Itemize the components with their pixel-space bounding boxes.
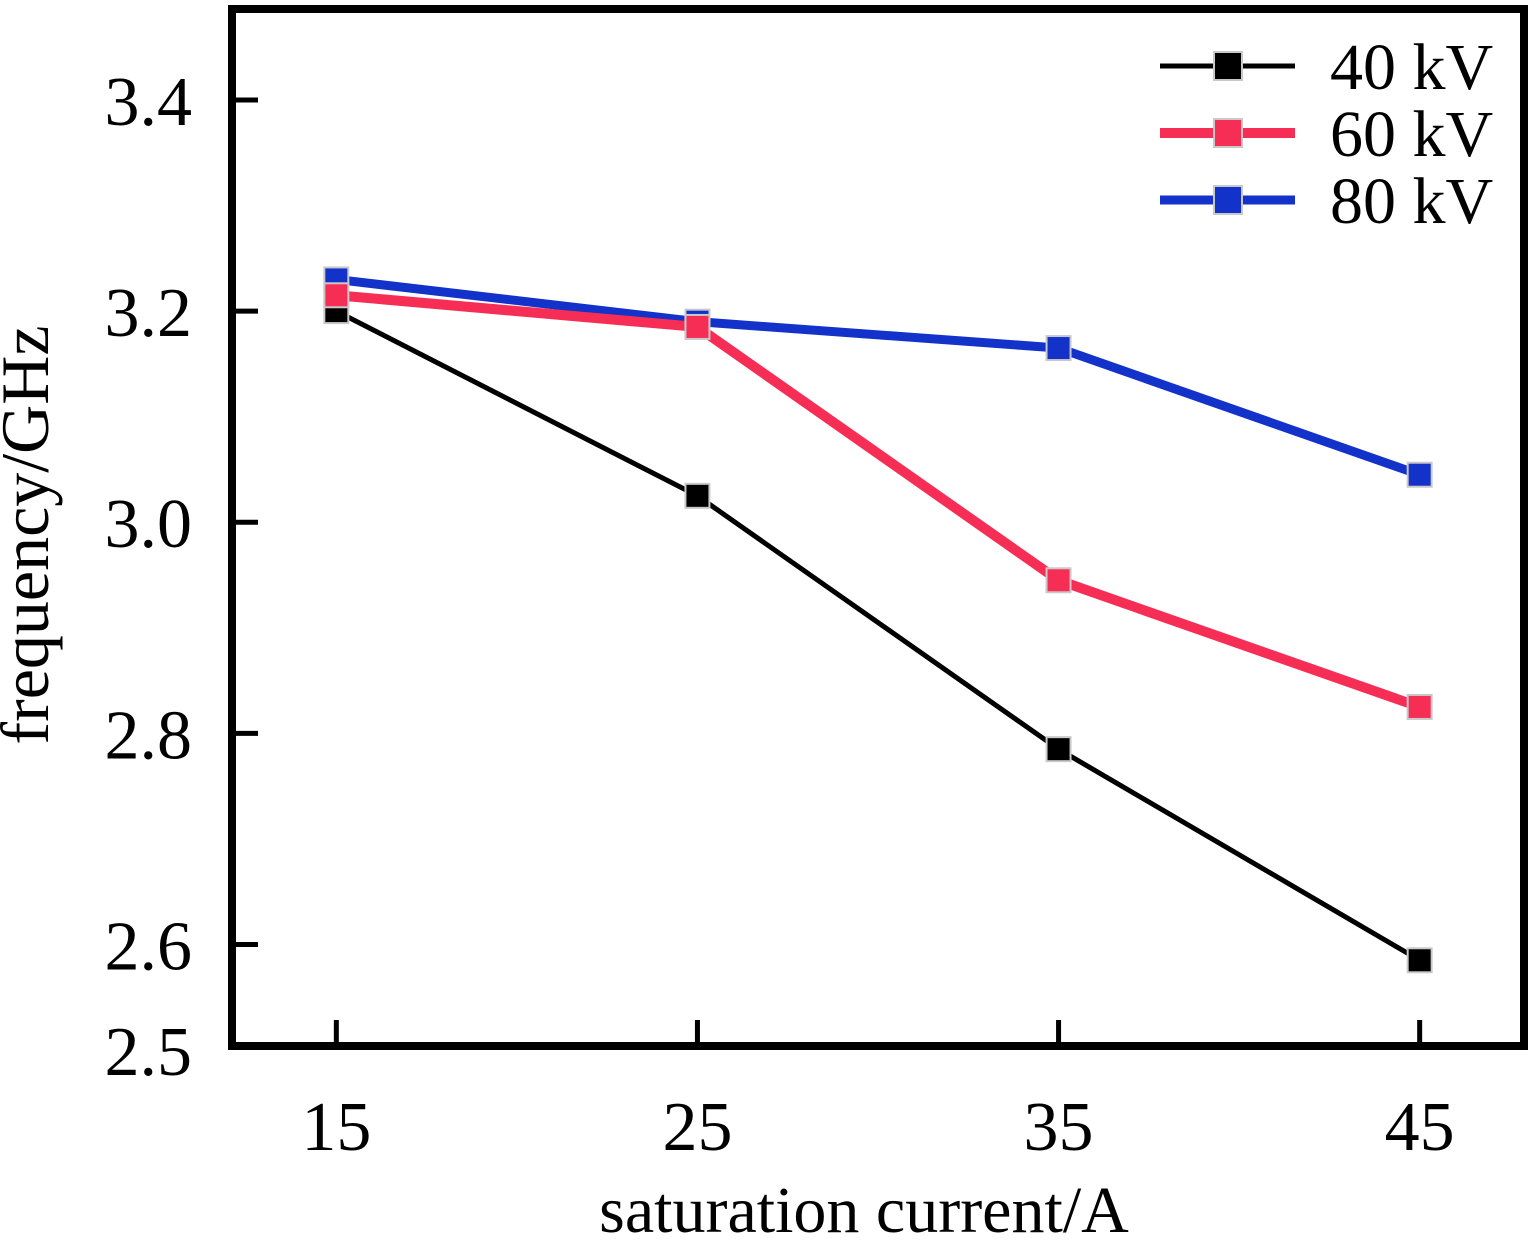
y-tick-label: 2.6 [105,908,193,985]
legend-item-80-kv: 80 kV [1160,165,1493,238]
plot-frame [228,5,1528,1050]
y-axis: 2.5 2.6 2.8 3.0 3.2 3.4 [105,64,258,1091]
series-line-60-kv [335,290,1422,712]
series-line-80-kv [335,274,1422,479]
y-axis-title: frequency/GHz [0,325,63,744]
legend-item-40-kv: 40 kV [1160,31,1493,104]
marker-40-kv [1406,947,1433,974]
x-axis: 15 25 35 45 [301,1020,1455,1166]
x-tick-label: 35 [1024,1089,1094,1166]
legend-item-60-kv: 60 kV [1160,98,1493,171]
marker-80-kv [1045,335,1072,362]
marker-60-kv [1406,693,1433,720]
y-tick-label: 2.5 [105,1014,193,1091]
x-tick-label: 45 [1385,1089,1455,1166]
legend-label: 60 kV [1330,98,1493,171]
y-tick-label: 3.0 [105,486,193,563]
legend-marker [1213,185,1243,215]
marker-60-kv [323,282,350,309]
marker-60-kv [1045,567,1072,594]
x-tick-label: 15 [301,1089,371,1166]
y-tick-label: 3.2 [105,275,193,352]
legend-label: 80 kV [1330,165,1493,238]
series-line-40-kv [335,308,1421,963]
x-axis-title: saturation current/A [599,1174,1129,1247]
y-tick-label: 3.4 [105,64,193,141]
y-tick-label: 2.8 [105,697,193,774]
marker-60-kv [684,313,711,340]
legend-marker [1213,118,1243,148]
x-tick-label: 25 [662,1089,732,1166]
marker-40-kv [684,482,711,509]
plot-border [228,5,1528,1050]
legend-label: 40 kV [1330,31,1493,104]
series-layer [323,266,1433,974]
marker-40-kv [1045,736,1072,763]
marker-80-kv [1406,461,1433,488]
legend-marker [1213,51,1243,81]
